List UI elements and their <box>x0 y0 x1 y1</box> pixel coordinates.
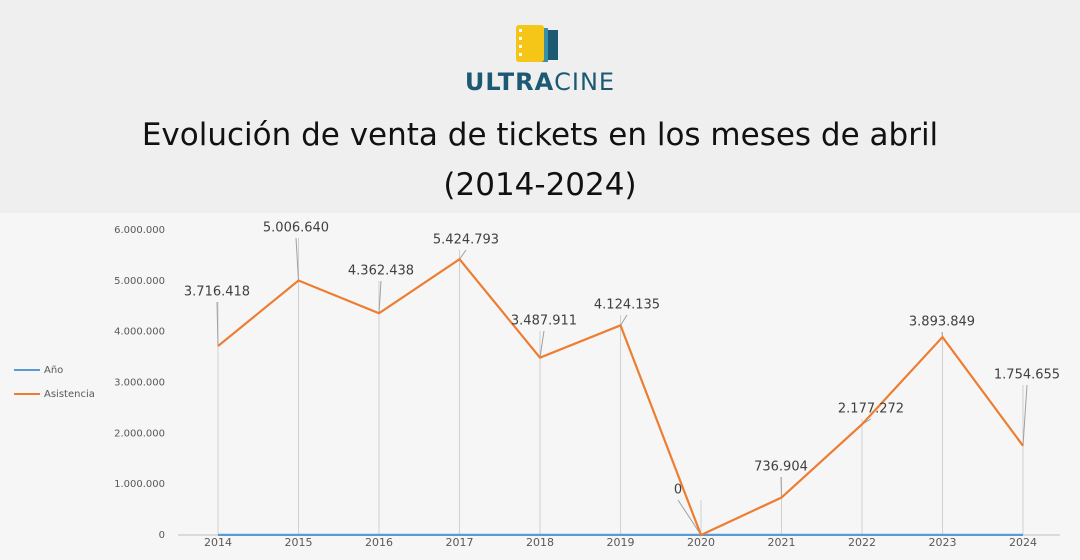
x-tick-label: 2015 <box>285 536 313 549</box>
chart-title: Evolución de venta de tickets en los mes… <box>141 117 939 203</box>
data-label: 3.487.911 <box>511 314 577 329</box>
x-tick-label: 2022 <box>848 536 876 549</box>
x-tick-label: 2019 <box>607 536 635 549</box>
x-tick-label: 2016 <box>365 536 393 549</box>
y-tick-label: 1.000.000 <box>114 479 165 490</box>
leader-line <box>539 330 545 358</box>
data-label: 4.362.438 <box>348 264 414 279</box>
leader-line <box>780 476 782 498</box>
y-tick-label: 2.000.000 <box>114 428 165 439</box>
x-tick-label: 2018 <box>526 536 554 549</box>
leader-line <box>459 249 467 260</box>
logo-icon <box>516 25 558 62</box>
x-tick-label: 2023 <box>929 536 957 549</box>
brand: ULTRACINE <box>0 68 1080 96</box>
data-label: 3.893.849 <box>909 315 975 330</box>
brand-strong: ULTRA <box>464 68 555 96</box>
data-label: 0 <box>674 483 682 498</box>
legend-label: Asistencia <box>44 389 95 400</box>
x-tick-label: 2021 <box>768 536 796 549</box>
x-tick-label: 2024 <box>1009 536 1037 549</box>
leader-line <box>1022 384 1028 446</box>
y-tick-label: 6.000.000 <box>114 225 165 236</box>
y-tick-label: 3.000.000 <box>114 378 165 389</box>
brand-light: CINE <box>554 68 616 96</box>
data-label: 3.716.418 <box>184 285 250 300</box>
x-tick-label: 2020 <box>687 536 715 549</box>
x-tick-label: 2014 <box>204 536 232 549</box>
data-label: 4.124.135 <box>594 298 660 313</box>
leader-line <box>295 237 299 281</box>
data-label: 736.904 <box>754 460 808 475</box>
leader-line <box>378 280 382 314</box>
y-tick-label: 4.000.000 <box>114 327 165 338</box>
leader-line <box>677 499 702 536</box>
leader-line <box>620 314 628 326</box>
data-label: 5.424.793 <box>433 233 499 248</box>
data-label: 1.754.655 <box>994 368 1060 383</box>
legend-label: Año <box>44 365 63 376</box>
x-tick-label: 2017 <box>446 536 474 549</box>
y-tick-label: 0 <box>159 530 165 541</box>
leader-line <box>216 301 219 347</box>
series-line <box>217 257 1024 537</box>
y-tick-label: 5.000.000 <box>114 276 165 287</box>
data-label: 5.006.640 <box>263 221 329 236</box>
data-label: 2.177.272 <box>838 402 904 417</box>
